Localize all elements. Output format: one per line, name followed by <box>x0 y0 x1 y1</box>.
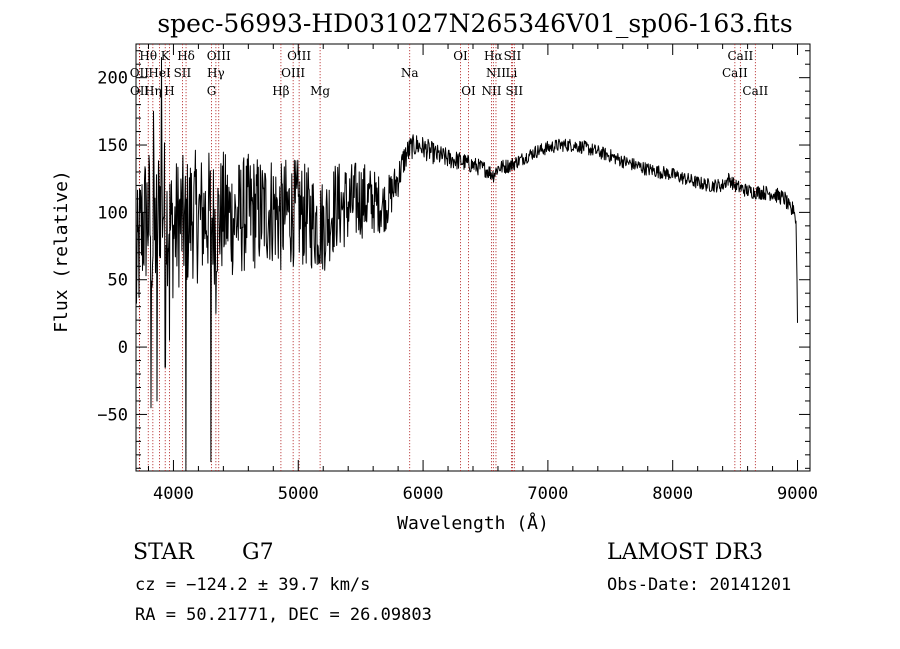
x-axis-ticks: 4000 5000 6000 7000 8000 9000 <box>147 44 818 504</box>
line-marker-label: CaII <box>742 84 768 98</box>
line-marker-label: SII <box>504 49 522 63</box>
flux-line <box>135 57 798 472</box>
line-marker-label: SII <box>174 66 192 80</box>
line-marker-label: Li <box>506 66 518 80</box>
line-marker-label: OI <box>453 49 468 63</box>
line-marker-label: CaII <box>722 66 748 80</box>
line-marker-label: OIII <box>207 49 231 63</box>
survey-name: LAMOST DR3 <box>607 540 763 565</box>
object-subclass: G7 <box>242 540 274 565</box>
line-marker-label: OII <box>130 66 150 80</box>
line-marker-label: NII <box>486 66 506 80</box>
object-class: STAR <box>133 540 195 565</box>
y-tick-label: −50 <box>97 405 128 425</box>
line-marker-label: NII <box>481 84 501 98</box>
line-marker-label: OI <box>461 84 476 98</box>
coordinates-text: RA = 50.21771, DEC = 26.09803 <box>135 605 432 625</box>
x-tick-label: 4000 <box>153 484 194 504</box>
plot-frame <box>135 43 811 472</box>
x-tick-label: 9000 <box>777 484 818 504</box>
y-tick-label: 50 <box>108 271 128 291</box>
y-tick-label: 100 <box>97 203 128 223</box>
x-tick-label: 5000 <box>278 484 319 504</box>
obs-date-text: Obs-Date: 20141201 <box>607 575 791 595</box>
line-marker-label: G <box>207 84 217 98</box>
line-marker-label: Hβ <box>272 84 289 98</box>
line-marker-label: Hθ <box>139 49 157 63</box>
y-tick-label: 150 <box>97 136 128 156</box>
line-marker-label: H <box>164 84 174 98</box>
line-marker-label: Mg <box>310 84 330 98</box>
x-axis-label: Wavelength (Å) <box>397 512 549 534</box>
line-marker-label: OIII <box>281 66 305 80</box>
line-marker-label: HeI <box>148 66 171 80</box>
line-marker-label: Hγ <box>207 66 225 80</box>
line-marker-label: SII <box>505 84 523 98</box>
x-tick-label: 7000 <box>527 484 568 504</box>
line-marker-label: Hδ <box>177 49 195 63</box>
line-marker-label: CaII <box>727 49 753 63</box>
line-marker-label: OIII <box>287 49 311 63</box>
line-marker-label: Na <box>401 66 419 80</box>
chart-title: spec-56993-HD031027N265346V01_sp06-163.f… <box>157 9 792 38</box>
x-tick-label: 8000 <box>652 484 693 504</box>
y-axis-label: Flux (relative) <box>51 170 72 333</box>
line-marker-label: K <box>161 49 171 63</box>
line-marker-label: Hη <box>144 84 162 98</box>
y-tick-label: 200 <box>97 69 128 89</box>
x-tick-label: 6000 <box>403 484 444 504</box>
y-axis-ticks: −50 0 50 100 150 200 <box>97 50 810 469</box>
redshift-text: cz = −124.2 ± 39.7 km/s <box>135 575 370 595</box>
y-tick-label: 0 <box>118 338 128 358</box>
line-marker-label: Hα <box>484 49 503 63</box>
flux-series <box>135 57 798 472</box>
